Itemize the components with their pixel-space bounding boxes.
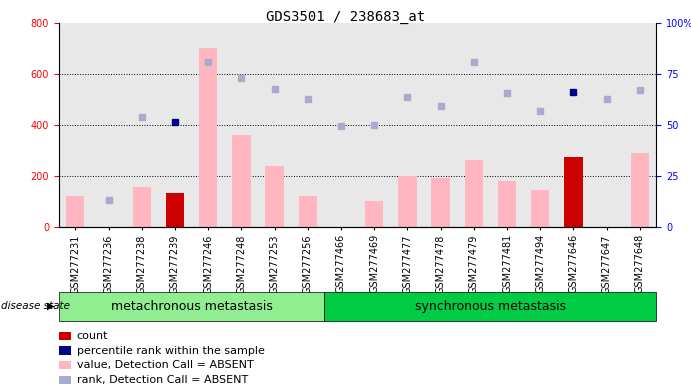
Bar: [531, 190, 549, 227]
Text: rank, Detection Call = ABSENT: rank, Detection Call = ABSENT: [77, 375, 248, 384]
Text: disease state: disease state: [1, 301, 70, 311]
Text: GDS3501 / 238683_at: GDS3501 / 238683_at: [266, 10, 425, 23]
Bar: [398, 176, 417, 227]
Bar: [631, 153, 649, 227]
Bar: [464, 161, 483, 227]
Bar: [365, 201, 384, 227]
Bar: [565, 157, 583, 227]
Bar: [199, 48, 217, 227]
Text: value, Detection Call = ABSENT: value, Detection Call = ABSENT: [77, 360, 254, 370]
Bar: [66, 196, 84, 227]
Text: percentile rank within the sample: percentile rank within the sample: [77, 346, 265, 356]
Bar: [299, 196, 317, 227]
Bar: [265, 166, 284, 227]
Text: ▶: ▶: [47, 301, 55, 311]
Text: synchronous metastasis: synchronous metastasis: [415, 300, 566, 313]
Bar: [133, 187, 151, 227]
Text: metachronous metastasis: metachronous metastasis: [111, 300, 272, 313]
Bar: [431, 178, 450, 227]
Bar: [166, 194, 184, 227]
Bar: [232, 135, 251, 227]
Bar: [498, 181, 516, 227]
Text: count: count: [77, 331, 108, 341]
